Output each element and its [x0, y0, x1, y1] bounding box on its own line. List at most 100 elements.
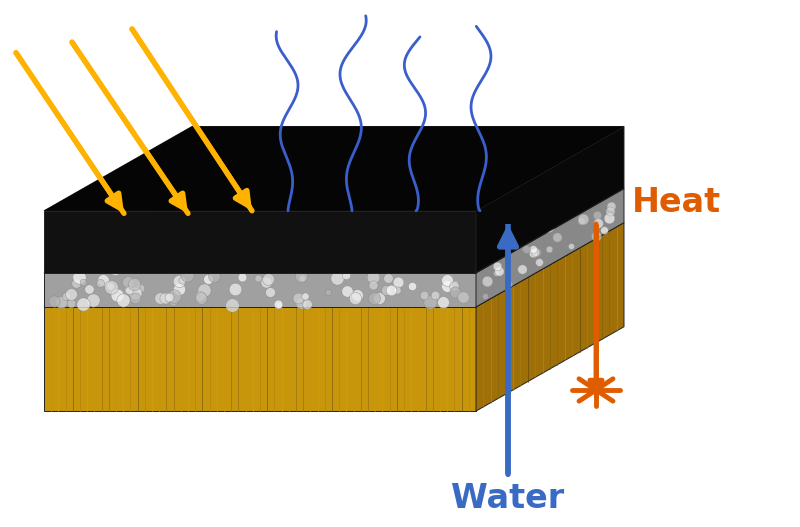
Point [456, 292, 469, 301]
Point [174, 239, 186, 248]
Point [191, 252, 204, 260]
Point [294, 272, 307, 280]
Point [300, 300, 313, 309]
Point [151, 222, 164, 231]
Point [490, 269, 502, 277]
Point [372, 294, 385, 302]
Point [374, 204, 387, 213]
Point [194, 292, 207, 300]
Point [437, 247, 450, 256]
Point [379, 188, 392, 196]
Point [570, 195, 582, 203]
Point [350, 236, 362, 245]
Point [447, 281, 460, 290]
Point [437, 297, 450, 306]
Point [390, 286, 403, 294]
Point [155, 250, 168, 258]
Point [175, 276, 188, 284]
Point [440, 276, 453, 285]
Point [424, 298, 437, 306]
Point [196, 200, 209, 209]
Polygon shape [476, 189, 624, 307]
Point [194, 294, 207, 302]
Point [346, 248, 359, 256]
Point [367, 273, 380, 281]
Point [264, 288, 277, 296]
Point [449, 279, 462, 288]
Point [418, 291, 430, 299]
Point [366, 280, 379, 289]
Point [82, 285, 95, 294]
Point [321, 201, 334, 210]
Polygon shape [44, 126, 624, 211]
Point [490, 261, 503, 270]
Point [371, 250, 384, 258]
Point [70, 279, 82, 287]
Point [259, 278, 272, 286]
Point [181, 271, 194, 279]
Polygon shape [476, 222, 624, 411]
Polygon shape [44, 189, 624, 273]
Point [368, 294, 381, 302]
Point [167, 291, 180, 300]
Point [550, 233, 563, 242]
Point [490, 203, 502, 211]
Point [122, 285, 135, 294]
Point [65, 290, 78, 298]
Point [340, 287, 353, 295]
Point [226, 300, 238, 309]
Point [54, 297, 67, 306]
Point [530, 248, 543, 256]
Point [415, 223, 428, 232]
Point [77, 299, 90, 308]
Point [527, 249, 540, 258]
Point [330, 274, 343, 282]
Point [398, 207, 411, 215]
Polygon shape [44, 307, 476, 411]
Polygon shape [44, 273, 476, 307]
Point [590, 232, 602, 240]
Point [172, 276, 185, 285]
Point [124, 255, 137, 263]
Point [602, 213, 615, 222]
Point [379, 286, 392, 294]
Point [409, 211, 422, 219]
Point [198, 286, 211, 294]
Point [172, 285, 185, 294]
Point [103, 241, 116, 249]
Point [493, 267, 506, 275]
Point [419, 194, 432, 202]
Point [292, 294, 305, 302]
Point [211, 258, 224, 266]
Point [48, 297, 61, 305]
Point [278, 219, 291, 228]
Point [154, 294, 166, 302]
Point [122, 286, 134, 294]
Point [604, 202, 617, 210]
Point [94, 279, 106, 287]
Point [194, 195, 206, 203]
Point [526, 245, 539, 253]
Point [158, 294, 171, 302]
Point [121, 229, 134, 238]
Point [217, 260, 230, 269]
Point [385, 286, 398, 295]
Point [218, 238, 231, 246]
Point [542, 222, 554, 230]
Point [546, 208, 559, 217]
Point [382, 274, 394, 282]
Point [242, 192, 254, 200]
Point [516, 265, 529, 273]
Point [406, 281, 418, 290]
Point [356, 211, 369, 220]
Point [162, 292, 175, 301]
Point [77, 278, 90, 286]
Point [117, 296, 130, 305]
Point [294, 299, 307, 308]
Polygon shape [44, 211, 476, 273]
Point [479, 292, 492, 300]
Point [129, 288, 142, 297]
Point [122, 277, 134, 286]
Point [114, 245, 126, 253]
Point [503, 280, 516, 288]
